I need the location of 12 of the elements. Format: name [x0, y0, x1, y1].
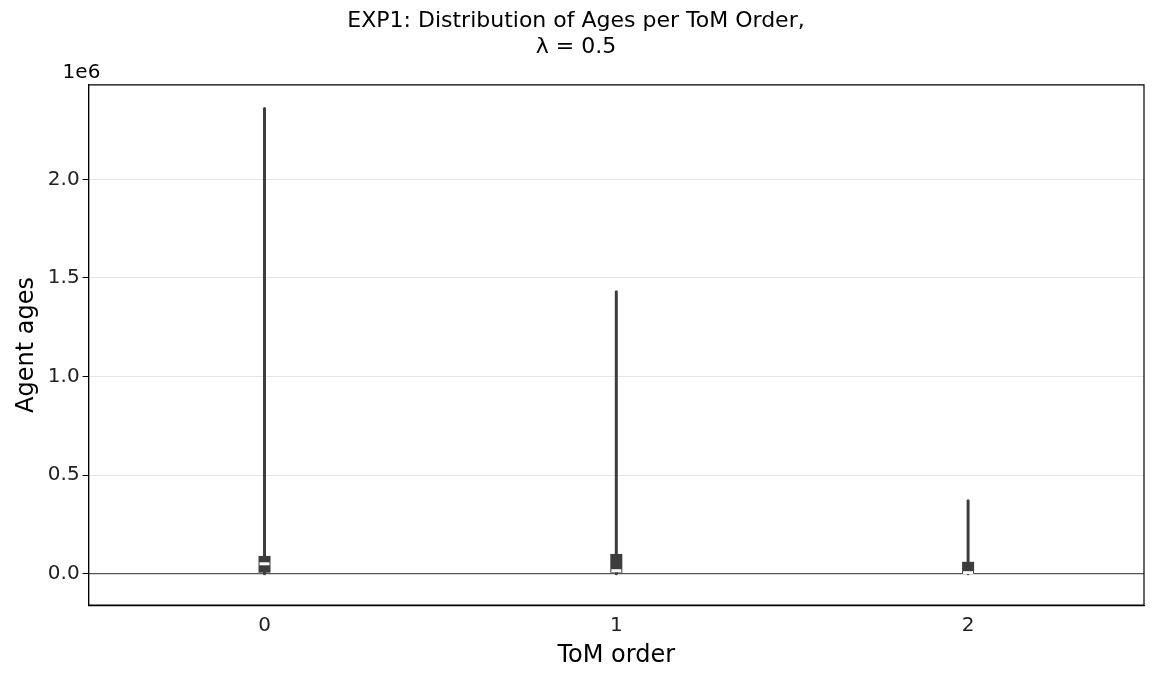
y-axis-title: Agent ages	[10, 277, 39, 413]
y-tick-label: 0.0	[47, 559, 80, 584]
y-tick-label: 1.5	[47, 264, 80, 289]
x-axis-title: ToM order	[556, 639, 676, 668]
x-tick-label: 2	[961, 612, 975, 637]
y-tick-label: 0.5	[47, 461, 80, 486]
text: 1e6	[62, 59, 101, 83]
x-tick-label: 1	[609, 612, 623, 637]
chart-title: EXP1: Distribution of Ages per ToM Order, λ = 0.5	[347, 6, 805, 59]
x-tick-label: 0	[258, 612, 271, 637]
y-tick-label: 1.0	[47, 362, 80, 387]
y-tick-label: 2.0	[47, 165, 80, 190]
